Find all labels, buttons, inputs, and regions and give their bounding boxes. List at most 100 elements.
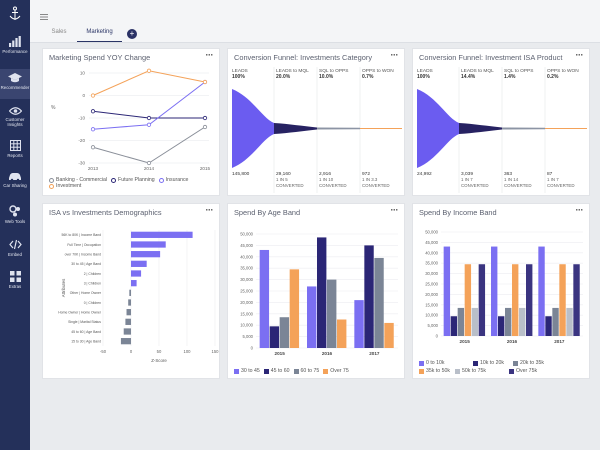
- tab-bar: Sales Marketing +: [30, 22, 600, 43]
- bar: [457, 307, 465, 336]
- legend-item[interactable]: Future Planning: [111, 177, 155, 183]
- yoy-legend: Banking - Commercial Future Planning Ins…: [49, 177, 217, 189]
- funnel-stage-opps: [317, 127, 360, 130]
- stage-converted: CONVERTED: [362, 183, 390, 188]
- y-tick-label: -20: [78, 138, 85, 143]
- legend-label: 20k to 35k: [520, 360, 544, 366]
- bar: [519, 307, 526, 336]
- legend-label: 35k to 50k: [426, 368, 450, 374]
- legend-item[interactable]: Over 75: [323, 368, 349, 374]
- stage-ratio: 1 IN 7: [547, 177, 559, 182]
- stage-ratio: 1 IN 10: [319, 177, 334, 182]
- legend-swatch: [323, 368, 329, 374]
- x-tick-label: 150: [212, 349, 220, 354]
- bar: [450, 316, 458, 336]
- stage-header: LEADS to MQL: [276, 68, 309, 74]
- panel-menu-icon[interactable]: ···: [390, 205, 399, 215]
- bar: [120, 338, 131, 345]
- nav-item-embed[interactable]: Embed: [0, 239, 30, 261]
- y-tick-label: 10: [80, 71, 86, 76]
- panel-menu-icon[interactable]: ···: [575, 205, 584, 215]
- panel-marketing-spend: Marketing Spend YOY Change ··· 10 0 -10 -20…: [42, 48, 220, 196]
- legend-item[interactable]: 60 to 75: [293, 368, 320, 374]
- panel-menu-icon[interactable]: ···: [390, 50, 399, 60]
- graduation-cap-icon: [8, 73, 22, 83]
- tab-marketing[interactable]: Marketing: [77, 27, 122, 42]
- x-axis-label: Z-Score: [151, 358, 167, 363]
- y-tick-label: 45,000: [425, 240, 438, 245]
- legend-label: 50k to 75k: [462, 368, 486, 374]
- menu-icon[interactable]: [40, 7, 48, 25]
- bar: [505, 307, 512, 336]
- y-tick-label: 35,000: [240, 266, 253, 271]
- x-tick-label: 0: [130, 349, 133, 354]
- category-label: 0 | Children: [84, 301, 101, 305]
- panel-menu-icon[interactable]: ···: [205, 50, 214, 60]
- bar: [131, 241, 166, 248]
- legend-item[interactable]: Insurance: [158, 177, 189, 183]
- y-tick-label: 25,000: [425, 282, 438, 287]
- bar: [126, 309, 131, 316]
- legend-item[interactable]: 35k to 50k: [419, 368, 455, 374]
- add-tab-button[interactable]: +: [127, 29, 137, 39]
- data-point: [90, 145, 96, 150]
- bar: [317, 237, 327, 348]
- legend-label: Insurance: [165, 177, 189, 183]
- nav-item-performance[interactable]: Performance: [0, 36, 30, 62]
- legend-item[interactable]: Investment: [49, 183, 81, 189]
- legend-item[interactable]: Banking - Commercial: [49, 177, 107, 183]
- legend-item[interactable]: 30 to 45: [234, 368, 260, 374]
- nav-label: Extras: [8, 284, 22, 289]
- stage-header: SQL to OPPS: [319, 68, 348, 74]
- nav-item-web-tools[interactable]: Web Tools: [0, 205, 30, 227]
- x-tick-label: 2015: [275, 351, 286, 356]
- stage-rate: 1.4%: [504, 74, 516, 80]
- funnel-stage-leads: [417, 89, 459, 168]
- legend-item[interactable]: 0 to 10k: [419, 360, 469, 366]
- funnel-stage-mql: [459, 123, 502, 134]
- y-tick-label: 40,000: [425, 250, 438, 255]
- panel-menu-icon[interactable]: ···: [205, 205, 214, 215]
- legend-swatch: [473, 360, 478, 366]
- legend-item[interactable]: 45 to 60: [263, 368, 290, 374]
- x-tick-label: 2014: [144, 166, 155, 171]
- nav-item-customer-insights[interactable]: Customer Insights: [0, 107, 30, 135]
- nav-item-recommender[interactable]: Recommender: [0, 69, 30, 99]
- tab-sales[interactable]: Sales: [51, 29, 67, 35]
- y-tick-label: 5,000: [428, 323, 439, 328]
- legend-item[interactable]: 10k to 20k: [473, 360, 509, 366]
- y-tick-label: 20,000: [240, 300, 253, 305]
- bar: [545, 316, 552, 336]
- stage-count: 3,039: [461, 171, 473, 177]
- bar: [478, 264, 486, 336]
- bar: [566, 307, 573, 336]
- nav-item-reports[interactable]: Reports: [0, 140, 30, 162]
- age-legend: 30 to 45 45 to 60 60 to 75 Over 75: [234, 368, 402, 374]
- bar: [464, 264, 472, 336]
- nav-item-car-sharing[interactable]: Car Sharing: [0, 172, 30, 194]
- logo-icon[interactable]: [0, 0, 30, 28]
- y-tick-label: 10,000: [425, 313, 438, 318]
- category-label: 2 | Children: [84, 272, 101, 276]
- bar: [512, 264, 519, 336]
- income-bar-chart: 0 5,000 10,000 15,000 20,000 25,000 30,000 35,0…: [425, 230, 583, 344]
- stage-count: 2,916: [319, 171, 331, 177]
- nav-label: Performance: [2, 49, 28, 54]
- nav-item-extras[interactable]: Extras: [0, 271, 30, 293]
- y-tick-label: 30,000: [240, 277, 253, 282]
- panel-menu-icon[interactable]: ···: [575, 50, 584, 60]
- series-line: [92, 126, 206, 164]
- category-label: Other | Home Owner: [70, 291, 102, 295]
- blocks-icon: [9, 271, 21, 282]
- bar: [364, 245, 374, 348]
- bar: [131, 270, 142, 277]
- legend-swatch: [293, 368, 299, 374]
- legend-item[interactable]: Over 75k: [509, 368, 545, 374]
- panel-funnel-isa: Conversion Funnel: Investment ISA Produc…: [412, 48, 590, 196]
- legend-label: 60 to 75: [300, 368, 320, 374]
- legend-item[interactable]: 20k to 35k: [513, 360, 549, 366]
- bar: [131, 251, 161, 258]
- stage-rate: 20.0%: [276, 74, 291, 80]
- legend-item[interactable]: 50k to 75k: [455, 368, 505, 374]
